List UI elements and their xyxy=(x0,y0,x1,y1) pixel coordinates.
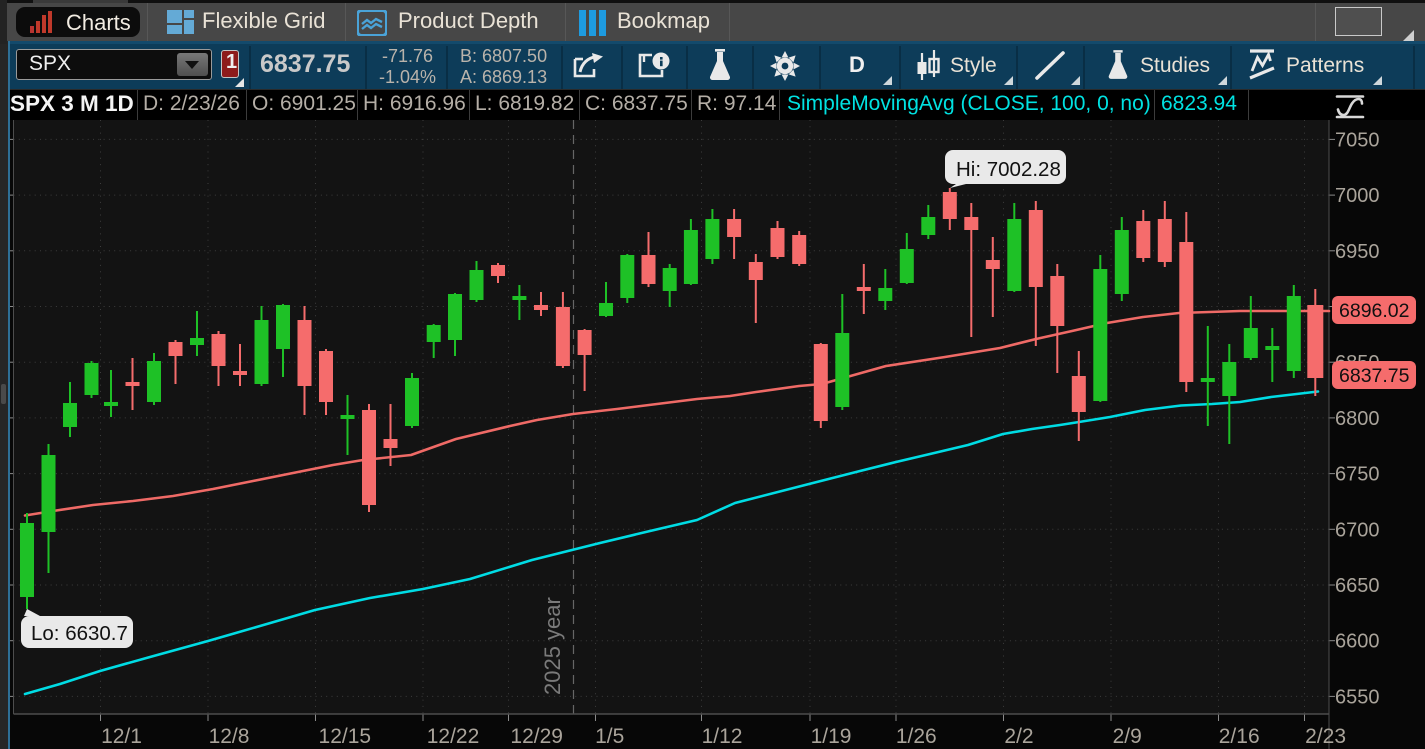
svg-text:2/9: 2/9 xyxy=(1113,725,1142,748)
svg-text:6800: 6800 xyxy=(1335,408,1380,430)
svg-text:Hi: 7002.28: Hi: 7002.28 xyxy=(956,158,1061,181)
svg-text:12/29: 12/29 xyxy=(510,725,563,748)
svg-text:Lo: 6630.7: Lo: 6630.7 xyxy=(31,622,128,645)
svg-text:1/26: 1/26 xyxy=(896,725,937,748)
svg-text:12/1: 12/1 xyxy=(101,725,142,748)
svg-text:2/23: 2/23 xyxy=(1305,725,1346,748)
svg-text:1/19: 1/19 xyxy=(811,725,852,748)
svg-text:12/8: 12/8 xyxy=(209,725,250,748)
svg-text:6750: 6750 xyxy=(1335,464,1380,486)
svg-text:2/16: 2/16 xyxy=(1219,725,1260,748)
svg-text:7000: 7000 xyxy=(1335,185,1380,207)
svg-text:7050: 7050 xyxy=(1335,129,1380,151)
svg-text:6950: 6950 xyxy=(1335,241,1380,263)
svg-text:6600: 6600 xyxy=(1335,631,1380,653)
svg-text:6896.02: 6896.02 xyxy=(1339,300,1410,322)
svg-text:12/15: 12/15 xyxy=(319,725,372,748)
svg-text:1/12: 1/12 xyxy=(702,725,743,748)
svg-text:2025 year: 2025 year xyxy=(540,597,565,695)
svg-text:2/2: 2/2 xyxy=(1004,725,1033,748)
svg-text:6700: 6700 xyxy=(1335,519,1380,541)
svg-text:6550: 6550 xyxy=(1335,686,1380,708)
svg-text:6837.75: 6837.75 xyxy=(1339,365,1410,387)
svg-text:6650: 6650 xyxy=(1335,575,1380,597)
svg-text:12/22: 12/22 xyxy=(427,725,480,748)
svg-text:1/5: 1/5 xyxy=(595,725,624,748)
